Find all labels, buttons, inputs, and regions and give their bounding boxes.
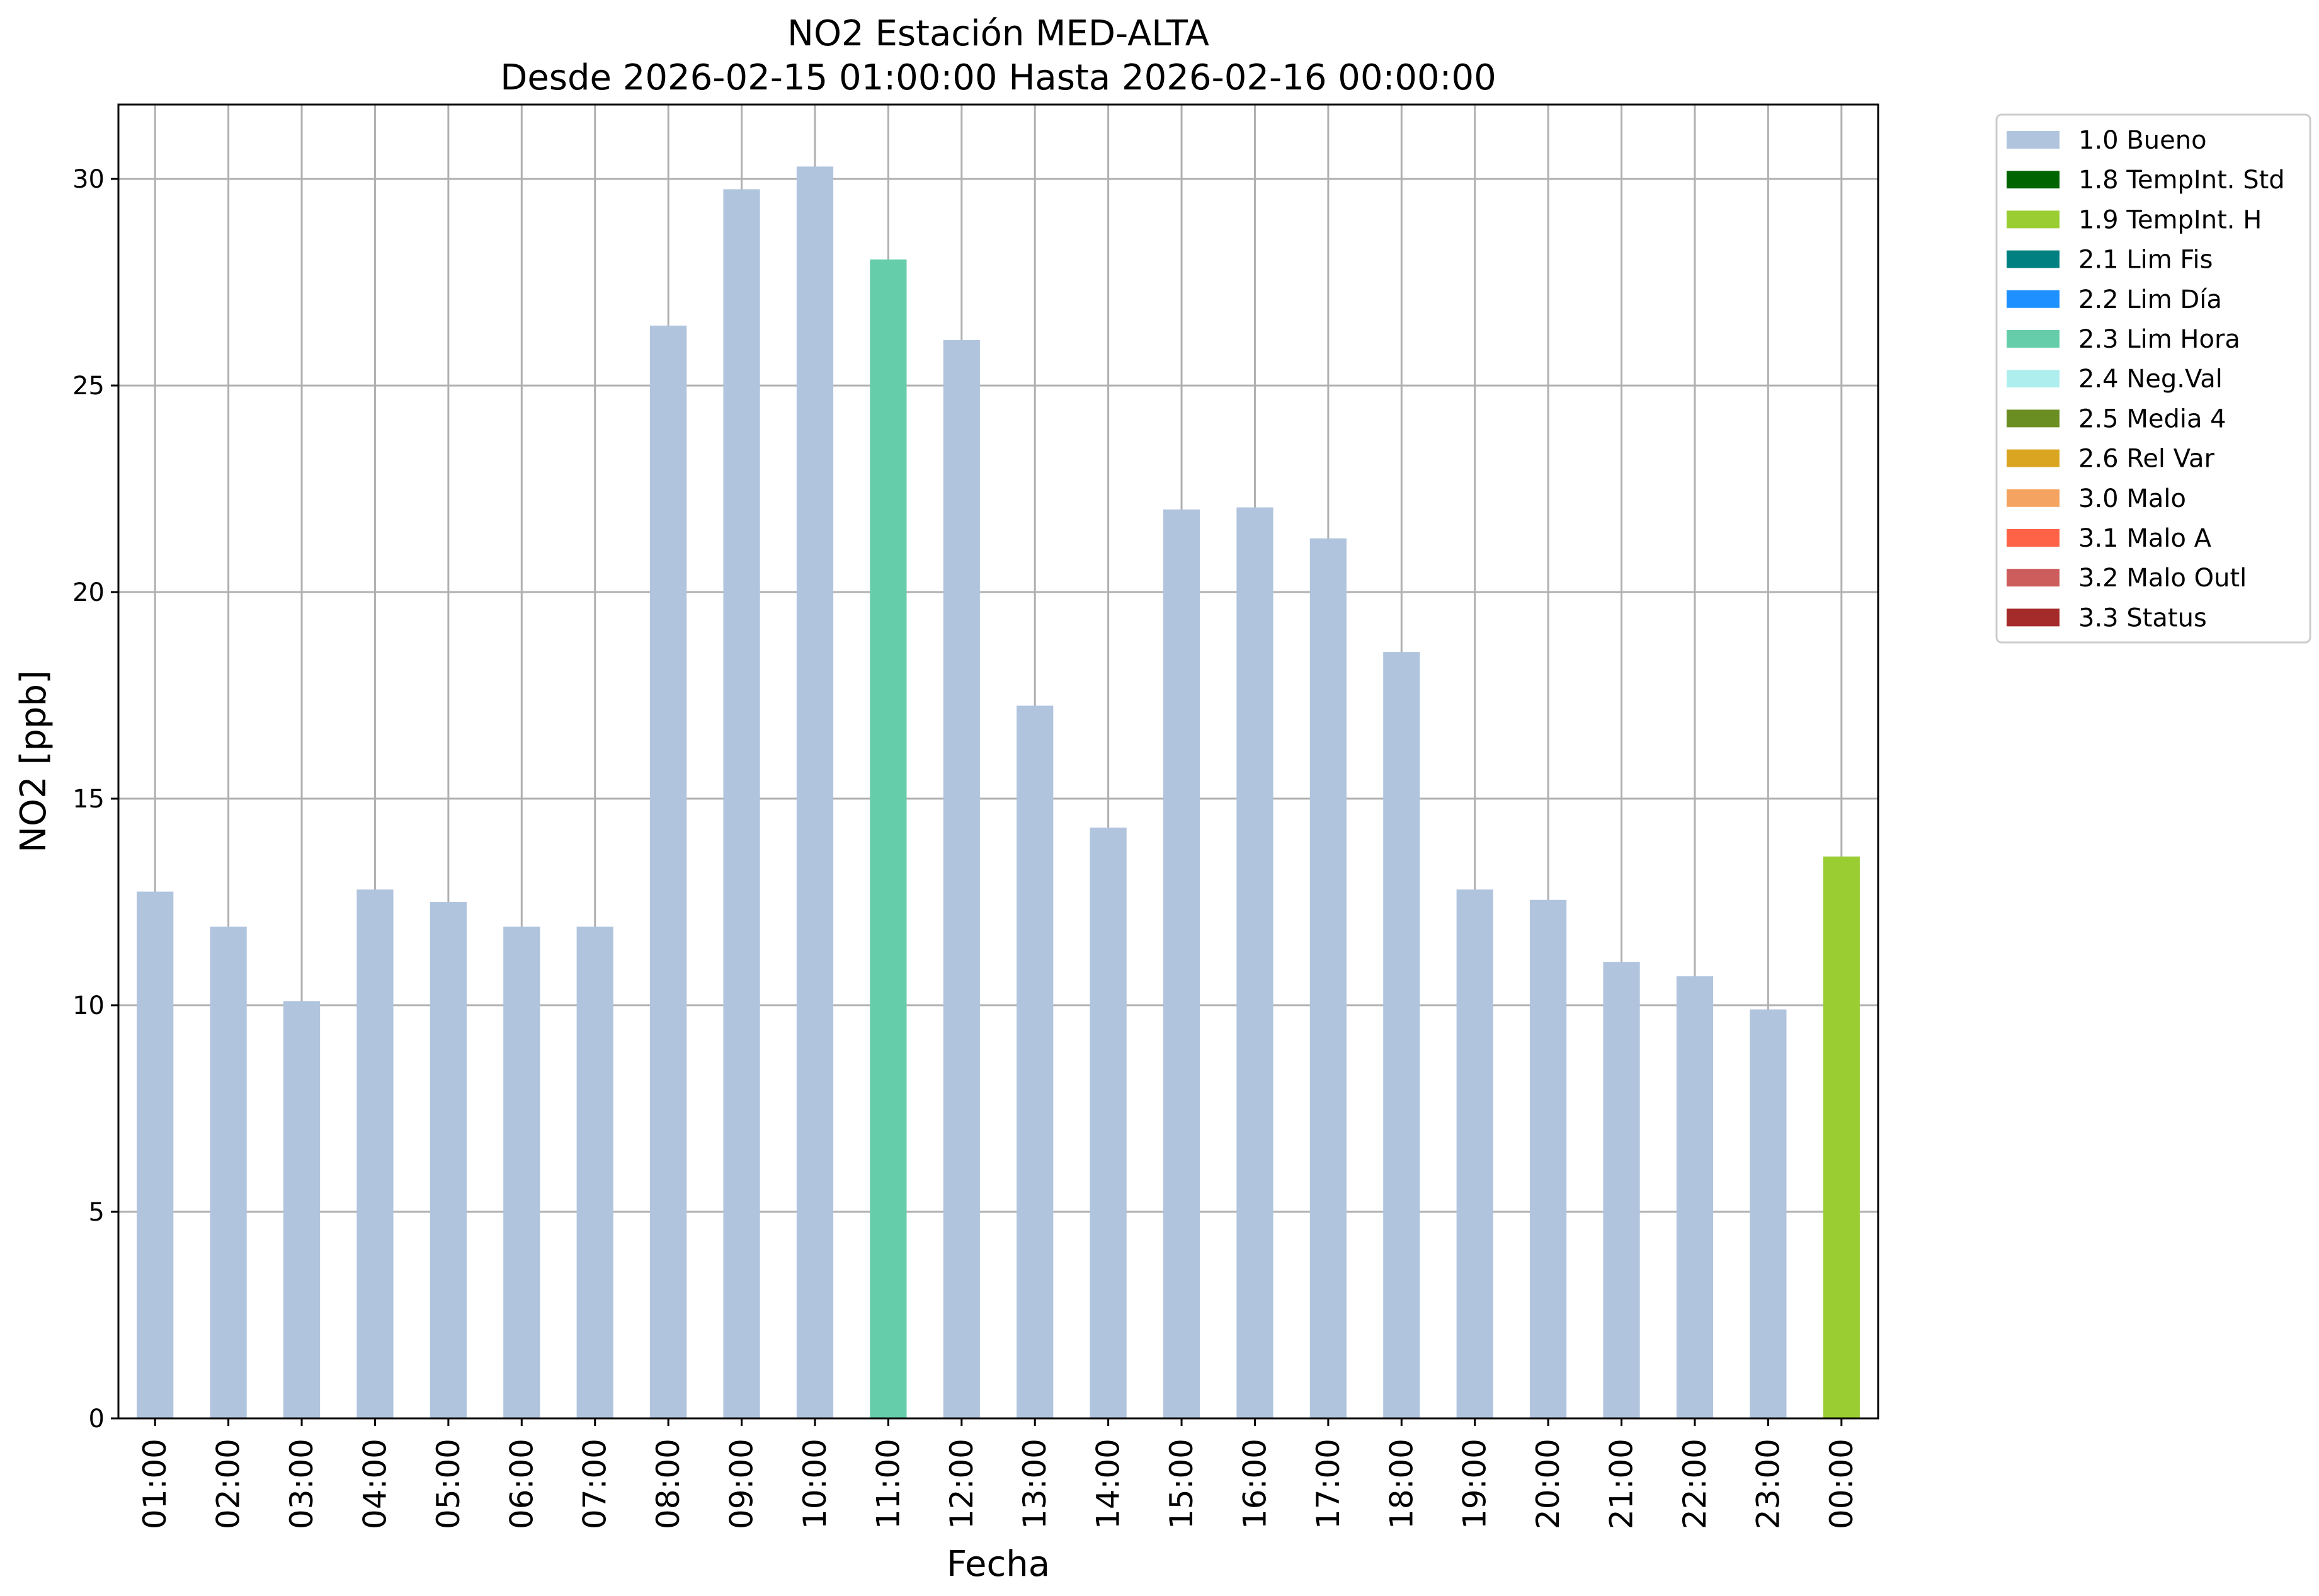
bar-1000 (796, 166, 834, 1418)
x-tick-label: 04:00 (356, 1439, 393, 1529)
legend-label: 2.1 Lim Fis (2078, 246, 2213, 275)
legend-swatch (2007, 250, 2060, 268)
y-axis-label: NO2 [ppb] (13, 670, 54, 853)
bars (137, 166, 1860, 1419)
bar-1700 (1309, 538, 1347, 1418)
legend-label: 1.9 TempInt. H (2078, 205, 2262, 234)
legend: 1.0 Bueno 1.8 TempInt. Std 1.9 TempInt. H 2… (1995, 113, 2311, 644)
bar-0700 (576, 926, 613, 1418)
legend-swatch (2007, 210, 2060, 229)
legend-label: 2.5 Media 4 (2078, 404, 2226, 433)
x-tick-label: 01:00 (137, 1439, 173, 1529)
bar-0400 (356, 889, 394, 1418)
legend-label: 3.0 Malo (2078, 484, 2186, 513)
x-tick-label: 12:00 (943, 1439, 980, 1529)
bar-1500 (1163, 509, 1200, 1418)
legend-swatch (2007, 608, 2060, 627)
legend-label: 2.3 Lim Hora (2078, 325, 2240, 354)
bar-0900 (723, 189, 760, 1418)
bar-0000 (1823, 856, 1860, 1418)
legend-swatch (2007, 409, 2060, 428)
x-tick-label: 05:00 (430, 1439, 467, 1529)
bar-0600 (503, 926, 540, 1418)
y-tick-label: 30 (72, 165, 105, 194)
chart-title: NO2 Estación MED-ALTA (787, 13, 1209, 54)
bar-1800 (1383, 652, 1420, 1418)
x-tick-label: 08:00 (650, 1439, 687, 1529)
y-axis-ticks: 0 5 10 15 20 25 30 (72, 165, 118, 1434)
x-tick-label: 18:00 (1383, 1439, 1420, 1529)
legend-swatch (2007, 569, 2060, 587)
x-tick-label: 14:00 (1090, 1439, 1127, 1529)
x-tick-label: 00:00 (1823, 1439, 1860, 1529)
legend-label: 2.4 Neg.Val (2078, 365, 2223, 394)
legend-swatch (2007, 489, 2060, 507)
y-tick-label: 15 (72, 785, 105, 814)
legend-label: 3.1 Malo A (2078, 524, 2212, 553)
legend-label: 2.6 Rel Var (2078, 445, 2215, 474)
bar-0500 (430, 902, 467, 1418)
x-tick-label: 16:00 (1236, 1439, 1273, 1529)
x-tick-label: 23:00 (1750, 1439, 1786, 1529)
x-tick-label: 20:00 (1530, 1439, 1566, 1529)
bar-1100 (870, 259, 907, 1418)
x-axis-ticks: 01:00 02:00 03:00 04:00 05:00 06:00 07:00 08:00… (137, 1418, 1860, 1529)
legend-label: 1.0 Bueno (2078, 126, 2207, 155)
legend-swatch (2007, 449, 2060, 467)
bar-2200 (1676, 976, 1714, 1418)
legend-swatch (2007, 290, 2060, 308)
bar-0300 (283, 1001, 321, 1418)
legend-label: 3.2 Malo Outl (2078, 564, 2247, 593)
bar-2000 (1530, 899, 1567, 1418)
x-tick-label: 07:00 (577, 1439, 613, 1529)
bar-0100 (137, 891, 174, 1418)
x-tick-label: 10:00 (797, 1439, 833, 1529)
bar-0800 (650, 325, 687, 1418)
x-tick-label: 21:00 (1604, 1439, 1640, 1529)
x-tick-label: 11:00 (870, 1439, 906, 1529)
y-tick-label: 10 (72, 991, 105, 1020)
x-tick-label: 22:00 (1677, 1439, 1713, 1529)
y-tick-label: 25 (72, 372, 105, 401)
legend-label: 2.2 Lim Día (2078, 285, 2222, 314)
bar-1300 (1017, 705, 1054, 1418)
x-tick-label: 17:00 (1310, 1439, 1347, 1529)
chart-subtitle: Desde 2026-02-15 01:00:00 Hasta 2026-02-… (500, 57, 1496, 98)
y-tick-label: 0 (89, 1405, 105, 1434)
x-tick-label: 09:00 (724, 1439, 760, 1529)
bar-1400 (1090, 827, 1127, 1418)
legend-swatch (2007, 330, 2060, 348)
x-tick-label: 15:00 (1163, 1439, 1200, 1529)
x-tick-label: 19:00 (1457, 1439, 1493, 1529)
legend-swatch (2007, 370, 2060, 388)
y-tick-label: 20 (72, 578, 105, 607)
legend-label: 3.3 Status (2078, 603, 2207, 632)
bar-1900 (1456, 889, 1493, 1418)
x-tick-label: 13:00 (1017, 1439, 1053, 1529)
bar-2100 (1603, 962, 1640, 1418)
x-tick-label: 06:00 (503, 1439, 540, 1529)
legend-swatch (2007, 131, 2060, 149)
bar-2300 (1750, 1009, 1787, 1418)
legend-swatch (2007, 171, 2060, 189)
x-axis-label: Fecha (947, 1544, 1050, 1585)
plot-frame (117, 103, 1879, 1420)
bar-1600 (1236, 507, 1273, 1419)
x-tick-label: 03:00 (283, 1439, 320, 1529)
x-tick-label: 02:00 (210, 1439, 247, 1529)
y-tick-label: 5 (89, 1198, 105, 1227)
bar-1200 (943, 339, 980, 1418)
legend-label: 1.8 TempInt. Std (2078, 166, 2285, 195)
legend-swatch (2007, 529, 2060, 547)
legend-box (1995, 113, 2311, 644)
bar-0200 (210, 926, 247, 1418)
